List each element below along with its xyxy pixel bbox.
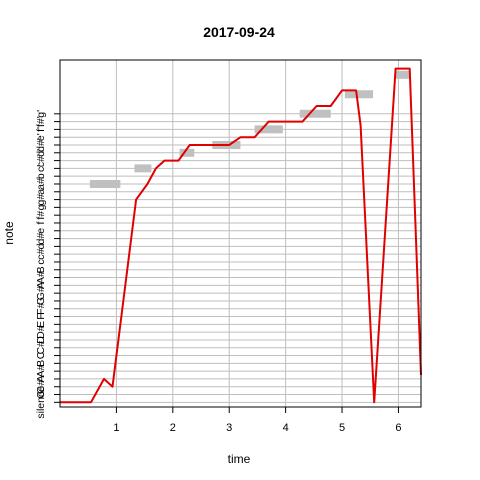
y-tick-label: d <box>35 243 47 249</box>
y-tick-label: B <box>35 266 47 273</box>
plot-frame <box>59 59 422 408</box>
y-tick-label: E <box>35 321 47 328</box>
x-tick-label: 5 <box>339 422 345 434</box>
y-tick-label: c# <box>35 248 47 259</box>
pitch-line <box>60 67 422 404</box>
y-tick-label: d#' <box>35 138 47 152</box>
y-tick-label: c' <box>35 165 47 172</box>
y-tick-label: g <box>35 204 47 210</box>
y-tick-label: G <box>35 297 47 305</box>
y-tick-label: a <box>35 189 47 195</box>
y-tick-label: f <box>35 221 47 224</box>
chart-title: 2017-09-24 <box>203 24 275 40</box>
y-tick-label: D# <box>35 325 47 339</box>
x-tick-label: 6 <box>395 422 401 434</box>
y-tick-label: A# <box>35 365 47 378</box>
x-tick-label: 2 <box>170 422 176 434</box>
x-tick-label: 4 <box>283 422 289 434</box>
y-tick-label: d' <box>35 149 47 157</box>
y-tick-label: g# <box>35 194 47 206</box>
y-tick-label: A# <box>35 271 47 284</box>
y-tick-label: silence <box>35 386 47 419</box>
y-tick-label: F# <box>35 302 47 314</box>
y-tick-label: C# <box>35 341 47 355</box>
y-tick-label: d# <box>35 233 47 245</box>
y-tick-label: G# <box>35 380 47 394</box>
y-tick-label: G <box>35 390 47 398</box>
x-tick-label: 3 <box>226 422 232 434</box>
y-axis: silenceGG#AA#BCC#DD#EFF#GG#AA#Bcc#dd#eff… <box>35 110 60 419</box>
y-tick-label: A <box>35 375 47 382</box>
y-tick-label: G# <box>35 286 47 300</box>
x-axis: 1 2 3 4 5 6 <box>113 407 402 434</box>
y-axis-label: note <box>2 221 16 245</box>
y-tick-label: F <box>35 313 47 319</box>
y-tick-label: C <box>35 351 47 359</box>
y-tick-label: B <box>35 360 47 367</box>
y-tick-label: D <box>35 336 47 344</box>
y-tick-label: A <box>35 282 47 289</box>
y-tick-label: g' <box>35 110 47 118</box>
y-tick-label: b <box>35 173 47 179</box>
x-axis-label: time <box>228 452 251 466</box>
y-tick-label: f' <box>35 127 47 132</box>
y-tick-label: f# <box>35 211 47 220</box>
y-tick-label: c <box>35 259 47 264</box>
y-tick-label: e' <box>35 133 47 141</box>
pitch-series <box>60 67 422 404</box>
y-tick-label: e <box>35 228 47 234</box>
y-tick-label: f#' <box>35 116 47 127</box>
x-tick-label: 1 <box>113 422 119 434</box>
y-tick-label: c#' <box>35 154 47 167</box>
y-tick-label: a# <box>35 178 47 190</box>
